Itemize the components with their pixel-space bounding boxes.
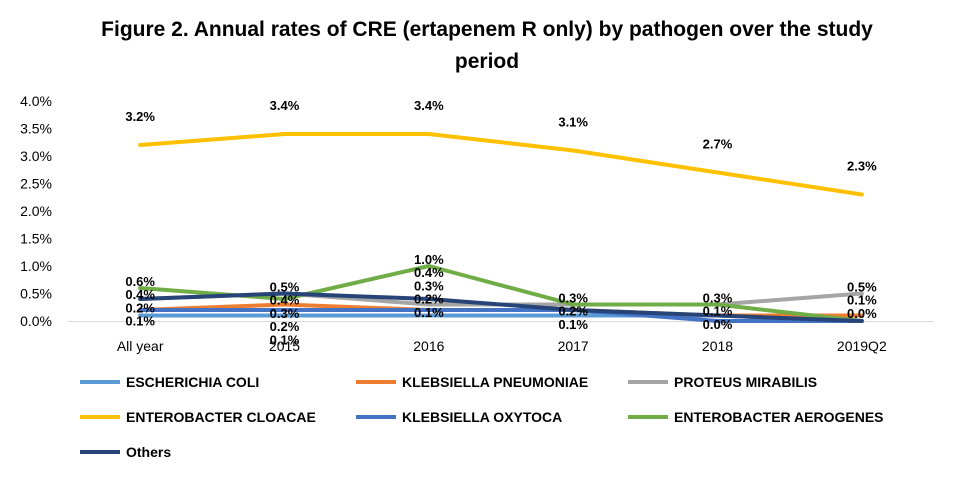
legend-label: ENTEROBACTER CLOACAE — [126, 409, 316, 425]
y-tick-label: 3.0% — [20, 148, 52, 164]
data-label: 2.3% — [847, 159, 877, 174]
data-label: 0.1% — [414, 305, 444, 320]
data-label: 0.3% — [703, 291, 733, 306]
legend-swatch — [628, 415, 668, 419]
data-label: 0.6% — [125, 274, 155, 289]
data-label: 0.1% — [125, 314, 155, 329]
data-label: 0.1% — [270, 332, 300, 347]
data-label: 0.2% — [558, 304, 588, 319]
data-label: 0.4% — [414, 265, 444, 280]
data-label: 0.1% — [703, 304, 733, 319]
legend-label: PROTEUS MIRABILIS — [674, 374, 818, 390]
legend-item: ESCHERICHIA COLI — [80, 374, 259, 390]
data-label: 3.4% — [414, 98, 444, 113]
data-label: 3.1% — [558, 115, 588, 130]
legend-label: ESCHERICHIA COLI — [126, 374, 260, 390]
data-label: 0.0% — [703, 317, 733, 332]
x-tick-label: 2019Q2 — [837, 338, 887, 354]
data-label: 0.1% — [558, 317, 588, 332]
data-label: 0.2% — [125, 300, 155, 315]
y-tick-label: 2.0% — [20, 203, 52, 219]
y-tick-label: 0.5% — [20, 286, 52, 302]
series-line-3 — [138, 132, 864, 197]
y-tick-label: 4.0% — [20, 93, 52, 109]
legend-swatch — [80, 380, 120, 384]
data-label: 0.5% — [270, 280, 300, 295]
data-label: 0.4% — [270, 293, 300, 308]
data-label: 0.3% — [558, 291, 588, 306]
legend-swatch — [356, 380, 396, 384]
legend-item: ENTEROBACTER CLOACAE — [80, 409, 316, 425]
y-tick-label: 0.0% — [20, 313, 52, 329]
data-label: 0.0% — [847, 306, 877, 321]
data-label: 0.3% — [270, 306, 300, 321]
series-line-5 — [138, 264, 864, 323]
x-tick-label: 2018 — [702, 338, 733, 354]
legend-label: ENTEROBACTER AEROGENES — [674, 409, 884, 425]
legend-label: Others — [126, 444, 172, 460]
data-label: 0.4% — [125, 287, 155, 302]
y-tick-label: 1.0% — [20, 258, 52, 274]
legend-swatch — [80, 415, 120, 419]
x-tick-label: 2017 — [558, 338, 589, 354]
data-label: 3.2% — [125, 109, 155, 124]
data-label: 2.7% — [703, 137, 733, 152]
series-line-6 — [138, 291, 864, 323]
data-label: 0.1% — [847, 293, 877, 308]
legend-item: KLEBSIELLA PNEUMONIAE — [356, 374, 588, 390]
legend-swatch — [356, 415, 396, 419]
legend-item: Others — [80, 444, 171, 460]
legend-item: PROTEUS MIRABILIS — [628, 374, 817, 390]
data-label: 0.5% — [847, 280, 877, 295]
chart-title: Figure 2. Annual rates of CRE (ertapenem… — [101, 18, 873, 73]
data-label: 3.4% — [270, 98, 300, 113]
legend-swatch — [628, 380, 668, 384]
x-tick-label: 2015 — [269, 338, 300, 354]
data-label: 1.0% — [414, 252, 444, 267]
y-tick-label: 2.5% — [20, 176, 52, 192]
y-tick-label: 1.5% — [20, 231, 52, 247]
x-tick-label: All year — [117, 338, 164, 354]
data-label: 0.3% — [414, 278, 444, 293]
legend-item: ENTEROBACTER AEROGENES — [628, 409, 884, 425]
data-label: 0.2% — [270, 319, 300, 334]
legend-item: KLEBSIELLA OXYTOCA — [356, 409, 562, 425]
legend-swatch — [80, 450, 120, 454]
legend-label: KLEBSIELLA PNEUMONIAE — [402, 374, 589, 390]
y-tick-label: 3.5% — [20, 121, 52, 137]
data-label: 0.2% — [414, 292, 444, 307]
legend-label: KLEBSIELLA OXYTOCA — [402, 409, 563, 425]
x-tick-label: 2016 — [413, 338, 444, 354]
series-line-4 — [138, 308, 864, 323]
